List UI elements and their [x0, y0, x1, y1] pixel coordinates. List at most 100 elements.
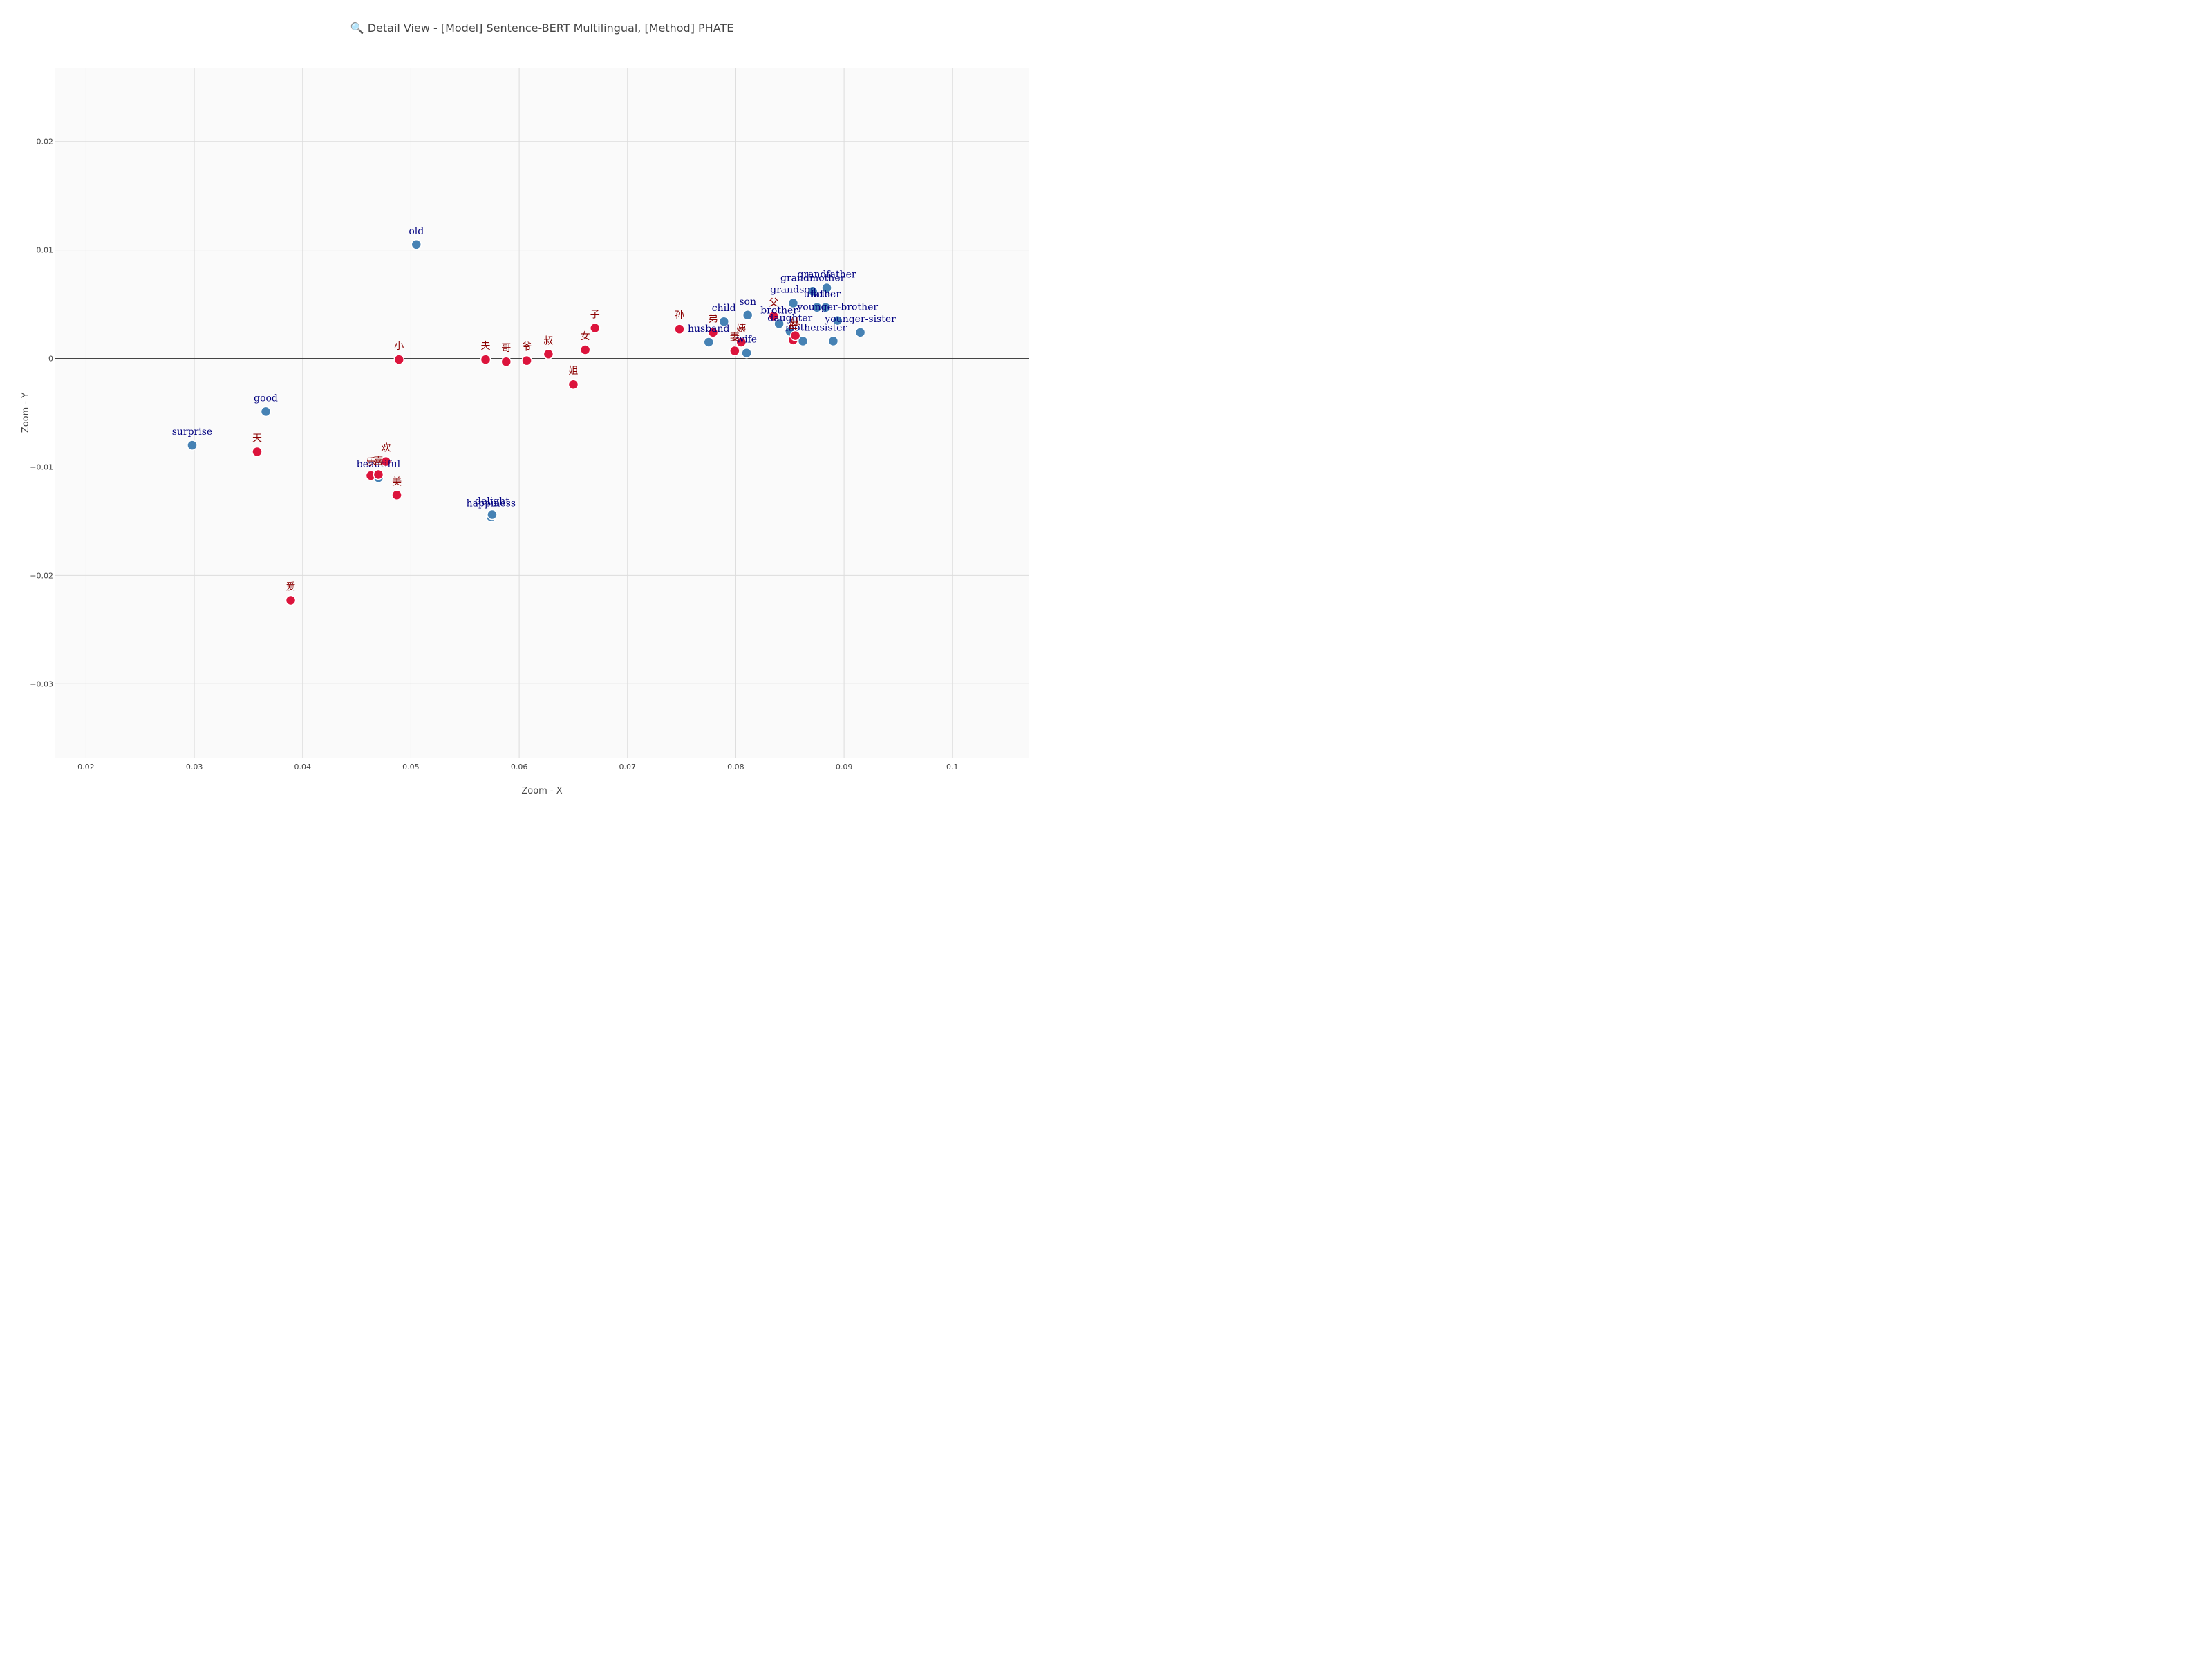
x-tick-label: 0.03: [186, 762, 203, 771]
y-tick-label: 0: [48, 355, 53, 364]
data-point[interactable]: [568, 379, 579, 390]
point-label: 母: [788, 321, 798, 332]
point-label: grandson: [770, 285, 816, 296]
point-label: wife: [736, 335, 757, 346]
point-label: 姐: [568, 366, 578, 377]
data-point[interactable]: [521, 355, 532, 366]
data-point[interactable]: [393, 354, 404, 365]
data-point[interactable]: [285, 594, 297, 606]
point-label: old: [409, 226, 424, 237]
data-point[interactable]: [543, 348, 554, 360]
point-label: 小: [394, 341, 404, 352]
x-tick-label: 0.06: [511, 762, 528, 771]
point-label: beautiful: [357, 459, 401, 470]
data-point[interactable]: [768, 310, 780, 322]
data-point[interactable]: [391, 489, 402, 501]
point-label: 弟: [709, 314, 718, 325]
point-label: grandmother: [780, 272, 845, 283]
tick-labels: 0.02 0.03 0.04 0.05 0.06 0.07 0.08 0.09 0.1 0.02 0…: [30, 138, 958, 771]
point-label: sister: [820, 322, 847, 333]
data-point[interactable]: [729, 345, 740, 357]
y-axis-title: Zoom - Y: [21, 393, 31, 433]
x-tick-label: 0.05: [402, 762, 420, 771]
data-point[interactable]: [500, 356, 512, 367]
data-point[interactable]: [854, 327, 866, 338]
data-point[interactable]: [774, 318, 785, 330]
data-point[interactable]: [674, 324, 685, 335]
point-label: mother: [785, 322, 821, 333]
point-label: happiness: [467, 498, 516, 509]
point-label: younger-sister: [824, 314, 896, 325]
point-label: daughter: [767, 312, 812, 324]
data-point[interactable]: [821, 282, 832, 294]
point-label: 子: [590, 310, 600, 321]
y-tick-label: 0.02: [37, 138, 54, 147]
point-label: good: [254, 393, 278, 404]
data-point[interactable]: [820, 302, 832, 313]
y-tick-label: 0.01: [37, 246, 54, 255]
point-label: 哥: [501, 343, 511, 354]
point-label: 喜: [373, 456, 383, 467]
data-point[interactable]: [735, 337, 747, 348]
point-label: child: [712, 303, 736, 314]
data-point[interactable]: [373, 469, 384, 480]
point-label: 夫: [481, 341, 491, 352]
data-point[interactable]: [260, 406, 272, 418]
y-tick-label: −0.01: [30, 462, 53, 471]
point-label: grandfather: [797, 270, 856, 281]
point-label: uncle: [804, 289, 831, 300]
point-label: husband: [688, 324, 730, 335]
data-point[interactable]: [590, 322, 601, 334]
data-point[interactable]: [380, 456, 392, 467]
data-point[interactable]: [707, 327, 719, 338]
scatter-plot: 0.02 0.03 0.04 0.05 0.06 0.07 0.08 0.09 0.1 0.02 0…: [21, 68, 1029, 796]
plot-area: [55, 68, 1029, 758]
point-label: younger-brother: [796, 302, 878, 313]
point-label: 美: [392, 476, 402, 487]
data-point[interactable]: [703, 337, 715, 348]
point-label: 叔: [543, 335, 553, 346]
data-point[interactable]: [487, 509, 498, 521]
x-tick-label: 0.09: [836, 762, 853, 771]
x-axis-title: Zoom - X: [521, 786, 562, 796]
y-tick-label: −0.02: [30, 571, 53, 580]
data-point[interactable]: [411, 239, 422, 250]
x-tick-label: 0.08: [727, 762, 744, 771]
point-label: 爱: [286, 581, 296, 592]
x-tick-label: 0.1: [946, 762, 959, 771]
data-point[interactable]: [827, 335, 839, 347]
grid: [55, 68, 1029, 758]
data-point[interactable]: [742, 310, 753, 321]
data-point[interactable]: [718, 316, 729, 327]
x-tick-label: 0.02: [77, 762, 95, 771]
point-label: 欢: [381, 443, 391, 454]
chart-title: 🔍 Detail View - [Model] Sentence-BERT Mu…: [350, 21, 734, 35]
x-tick-label: 0.04: [294, 762, 312, 771]
data-point[interactable]: [187, 440, 198, 451]
point-label: 妹: [791, 317, 800, 328]
data-point[interactable]: [741, 347, 752, 359]
point-label: delight: [475, 496, 509, 507]
point-label: son: [739, 297, 756, 308]
point-labels: old good surprise beautiful happinessdelight…: [172, 226, 896, 593]
point-label: 女: [581, 330, 590, 342]
data-point[interactable]: [832, 315, 843, 326]
data-points[interactable]: [187, 239, 866, 606]
point-label: father: [811, 289, 841, 300]
data-point[interactable]: [787, 297, 799, 309]
y-tick-label: −0.03: [30, 679, 53, 688]
point-label: surprise: [172, 427, 213, 438]
data-point[interactable]: [807, 285, 818, 297]
data-point[interactable]: [789, 330, 801, 341]
data-point[interactable]: [252, 446, 263, 458]
point-label: 天: [252, 433, 262, 444]
point-label: 姨: [736, 324, 746, 335]
point-label: 父: [769, 297, 778, 308]
point-label: 妻: [730, 332, 740, 344]
point-label: 乐: [366, 457, 375, 468]
point-label: 孙: [675, 310, 684, 321]
point-label: 爷: [522, 342, 532, 353]
data-point[interactable]: [579, 344, 591, 355]
data-point[interactable]: [480, 354, 491, 365]
point-label: brother: [760, 305, 798, 316]
